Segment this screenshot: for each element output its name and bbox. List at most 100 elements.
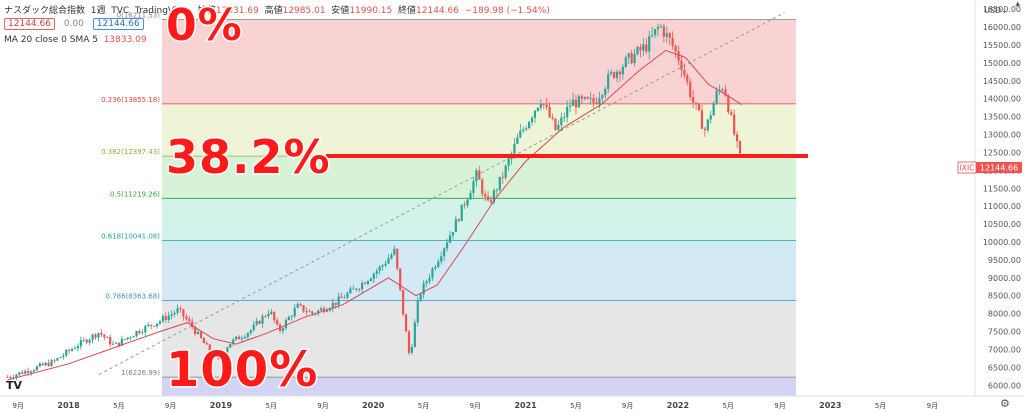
candle-body — [56, 358, 59, 361]
candle-body — [563, 117, 566, 119]
candle-body — [533, 110, 537, 118]
candle-body — [243, 336, 247, 339]
candle-body — [443, 248, 446, 257]
price-tick-label: 8500.00 — [988, 292, 1021, 301]
fib-zones — [162, 19, 796, 396]
fib-level-label: 0.786(8363.68) — [106, 293, 161, 301]
candle-body — [153, 325, 156, 327]
price-tick-label: 7500.00 — [988, 328, 1021, 337]
candle-body — [718, 89, 721, 91]
currency-label[interactable]: USD⌄ — [984, 6, 1008, 15]
candle-body — [404, 314, 408, 332]
candle-body — [469, 192, 472, 200]
candle-body — [627, 53, 630, 58]
candle-body — [475, 170, 478, 182]
candle-body — [727, 95, 730, 113]
candle-body — [604, 88, 607, 96]
candle-body — [161, 316, 164, 322]
candle-body — [703, 128, 706, 131]
candle-body — [59, 357, 62, 359]
time-tick-label: 9月 — [622, 402, 633, 410]
price-tick-label: 16000.00 — [983, 23, 1021, 32]
last-price-tag: IXIC 12144.66 — [957, 161, 1022, 174]
candle-body — [730, 112, 733, 115]
candle-body — [41, 363, 44, 366]
candle-body — [484, 194, 487, 197]
candle-body — [651, 34, 654, 37]
candle-body — [293, 307, 296, 317]
candle-body — [308, 311, 311, 313]
candle-body — [610, 72, 613, 74]
candle-body — [463, 204, 466, 206]
time-tick-label: 5月 — [113, 402, 124, 410]
candle-body — [182, 309, 185, 317]
candle-body — [317, 310, 320, 314]
candle-body — [50, 360, 53, 367]
candle-body — [577, 96, 581, 108]
interval[interactable]: 1週 — [90, 6, 106, 16]
price-axis[interactable]: 16500.00 16000.00 15500.00 15000.00 14500.00… — [983, 5, 1021, 390]
gear-icon[interactable]: ⚙ — [1000, 397, 1010, 410]
indicator-row[interactable]: MA 20 close 0 SMA 5 13833.09 — [4, 35, 147, 45]
fib-level-label: 0.618(10041.08) — [101, 233, 160, 241]
candle-body — [548, 106, 551, 118]
time-tick-label: 5月 — [570, 402, 581, 410]
candle-body — [88, 339, 91, 343]
candle-body — [229, 344, 232, 348]
fib-zone — [162, 300, 796, 378]
candle-body — [706, 119, 709, 131]
fib-level-label: 0(16211.53) — [117, 11, 161, 19]
sell-price-box[interactable]: 12144.66 — [4, 18, 55, 30]
candle-body — [6, 377, 9, 378]
candle-body — [188, 319, 191, 322]
candle-body — [258, 320, 261, 324]
candle-body — [656, 26, 660, 30]
buy-price-box[interactable]: 12144.66 — [92, 18, 144, 30]
candle-body — [425, 281, 428, 284]
candle-body — [724, 89, 727, 96]
last-price-value: 12144.66 — [980, 164, 1018, 173]
candle-body — [138, 331, 141, 334]
symbol-name[interactable]: ナスダック総合指数 — [4, 6, 86, 16]
candle-body — [299, 304, 302, 306]
candle-body — [589, 97, 592, 99]
candle-body — [378, 266, 381, 271]
fib-level-label: 0.382(12397.43) — [101, 148, 160, 156]
candle-body — [135, 331, 138, 337]
candle-body — [683, 69, 686, 76]
indicator-name[interactable]: MA 20 close 0 SMA 5 — [4, 35, 98, 45]
candle-body — [384, 263, 387, 266]
price-tick-label: 6000.00 — [988, 381, 1021, 390]
time-axis[interactable]: 9月 2018 5月 9月 2019 5月 9月 2020 5月 9月 2021 5月 9月 2022 5月… — [13, 401, 939, 410]
candle-body — [431, 268, 434, 278]
candle-body — [167, 315, 170, 321]
candle-body — [507, 159, 510, 166]
candle-body — [407, 331, 411, 353]
fib-zone — [162, 240, 796, 301]
candle-body — [694, 102, 698, 104]
time-tick-label: 5月 — [265, 402, 276, 410]
candle-body — [361, 282, 364, 290]
candle-body — [671, 37, 674, 47]
candle-body — [612, 72, 616, 78]
candle-body — [179, 308, 182, 310]
price-tick-label: 13500.00 — [983, 113, 1021, 122]
scale-menu[interactable]: ▴ — [1015, 0, 1020, 9]
candle-body — [366, 281, 370, 284]
candle-body — [615, 71, 619, 78]
candle-body — [677, 51, 680, 61]
time-tick-label: 2022 — [667, 401, 689, 410]
candle-body — [349, 288, 352, 294]
candle-body — [504, 165, 507, 178]
candle-body — [530, 117, 534, 123]
svg-text:TV: TV — [6, 379, 23, 392]
candle-body — [686, 75, 689, 82]
candle-body — [428, 277, 431, 282]
candle-body — [208, 344, 211, 352]
candle-body — [340, 296, 343, 298]
candle-body — [346, 293, 349, 298]
fib-zone — [162, 377, 796, 396]
candle-body — [322, 308, 326, 312]
candle-body — [396, 248, 399, 269]
